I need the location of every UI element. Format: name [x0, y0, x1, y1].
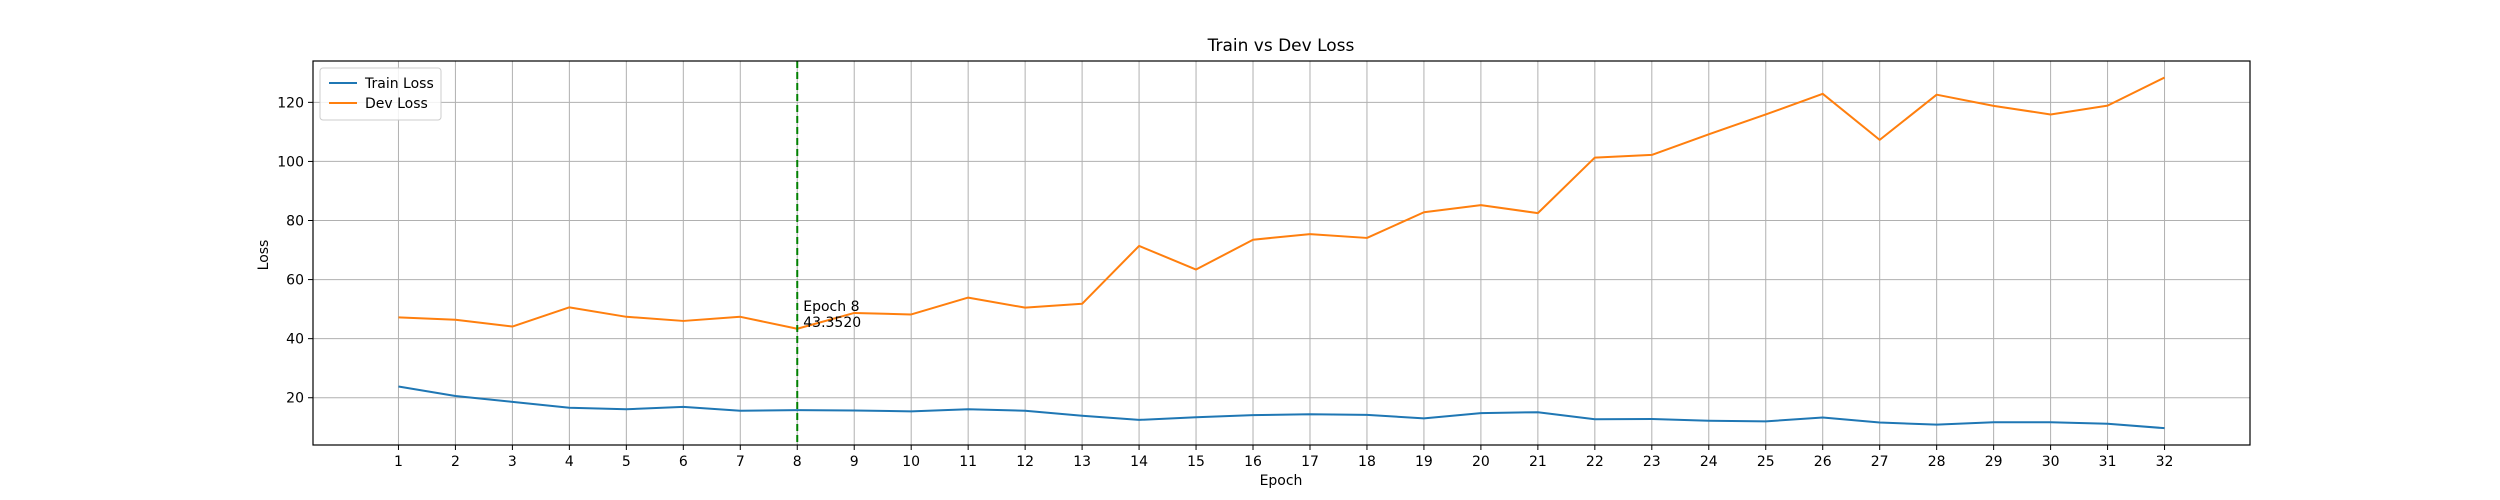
x-tick-label: 10 — [902, 454, 920, 470]
y-axis-label: Loss — [256, 240, 272, 271]
y-tick-label: 100 — [277, 154, 304, 170]
annotation-value: 43.3520 — [803, 315, 861, 331]
series-line-0 — [398, 385, 2165, 430]
plot-frame — [312, 60, 2251, 446]
x-tick-label: 23 — [1643, 454, 1661, 470]
x-tick-label: 15 — [1187, 454, 1205, 470]
series-line-1 — [398, 76, 2165, 330]
y-tick-label: 120 — [277, 95, 304, 111]
best-epoch-marker: Epoch 843.3520 — [796, 61, 861, 445]
x-tick-label: 14 — [1130, 454, 1148, 470]
x-tick-label: 13 — [1073, 454, 1091, 470]
x-tick-label: 27 — [1871, 454, 1889, 470]
x-tick-label: 32 — [2156, 454, 2174, 470]
x-tick-label: 2 — [451, 454, 460, 470]
x-tick-label: 17 — [1301, 454, 1319, 470]
x-tick-label: 12 — [1016, 454, 1034, 470]
annotation-epoch: Epoch 8 — [803, 299, 859, 315]
grid — [313, 61, 2250, 445]
x-tick-label: 21 — [1529, 454, 1547, 470]
y-tick-label: 60 — [286, 273, 304, 289]
x-tick-label: 19 — [1415, 454, 1433, 470]
x-tick-label: 6 — [679, 454, 688, 470]
x-tick-label: 4 — [565, 454, 574, 470]
x-tick-label: 24 — [1700, 454, 1718, 470]
x-tick-label: 3 — [508, 454, 517, 470]
x-tick-label: 25 — [1757, 454, 1775, 470]
axes: 1 2 3 4 5 6 7 8 9 10 11 12 13 14 15 16 17 18 19 20 21 22 23 24 2… — [277, 60, 2251, 470]
x-tick-label: 28 — [1928, 454, 1946, 470]
x-tick-label: 22 — [1586, 454, 1604, 470]
legend-box — [319, 67, 442, 121]
legend: Train Loss Dev Loss — [319, 67, 442, 121]
x-tick-label: 5 — [622, 454, 631, 470]
x-tick-label: 9 — [850, 454, 859, 470]
x-tick-label: 7 — [736, 454, 745, 470]
x-tick-label: 26 — [1814, 454, 1832, 470]
x-tick-label: 31 — [2099, 454, 2117, 470]
x-tick-label: 30 — [2042, 454, 2060, 470]
series-lines — [398, 76, 2165, 430]
x-tick-label: 1 — [394, 454, 403, 470]
x-tick-label: 16 — [1244, 454, 1262, 470]
y-tick-label: 20 — [286, 391, 304, 407]
x-axis-label: Epoch — [1260, 473, 1303, 489]
x-tick-label: 18 — [1358, 454, 1376, 470]
x-tick-label: 11 — [959, 454, 977, 470]
x-tick-label: 8 — [793, 454, 802, 470]
x-tick-label: 20 — [1472, 454, 1490, 470]
y-tick-label: 80 — [286, 214, 304, 230]
x-tick-label: 29 — [1985, 454, 2003, 470]
legend-label-0: Train Loss — [364, 76, 434, 92]
legend-label-1: Dev Loss — [365, 96, 428, 112]
y-tick-label: 40 — [286, 332, 304, 348]
chart-title: Train vs Dev Loss — [1207, 36, 1355, 56]
